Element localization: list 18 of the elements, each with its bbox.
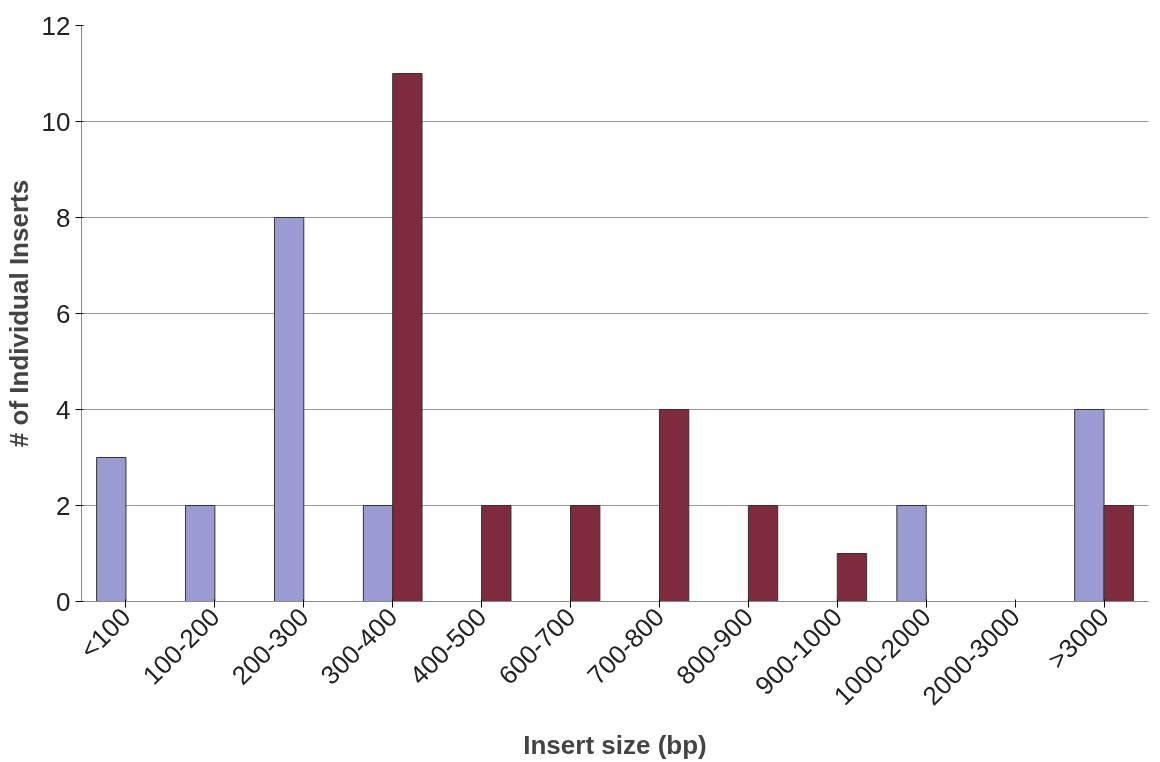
bar [747, 505, 779, 602]
bar [570, 505, 601, 602]
y-axis-title: # of Individual Inserts [3, 179, 34, 448]
bar [481, 505, 512, 602]
bar [836, 553, 868, 602]
y-tick-label: 8 [56, 202, 71, 233]
bar [96, 457, 127, 602]
bar [896, 505, 927, 602]
y-tick-label: 10 [41, 106, 71, 137]
y-tick-label: 0 [56, 586, 71, 617]
y-tick-label: 4 [56, 394, 71, 425]
bar [658, 409, 690, 602]
x-axis-title: Insert size (bp) [523, 729, 707, 760]
y-tick-label: 6 [56, 298, 71, 329]
bar [273, 217, 305, 602]
bar [185, 505, 216, 602]
y-tick-label: 2 [56, 490, 71, 521]
y-tick-label: 12 [41, 10, 71, 41]
